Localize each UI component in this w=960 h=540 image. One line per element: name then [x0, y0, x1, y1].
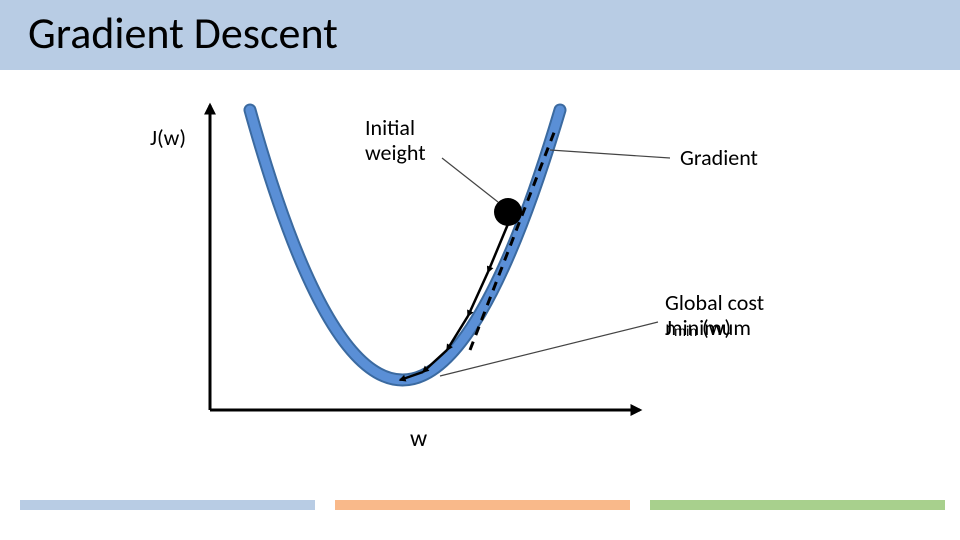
page-title: Gradient Descent	[28, 6, 338, 60]
footer-stripe	[650, 500, 945, 510]
global-min-label-w: (w)	[702, 315, 731, 340]
gradient-label: Gradient	[680, 145, 758, 170]
initial-weight-label-1: Initial	[365, 115, 415, 140]
initial-weight-label-2: weight	[365, 140, 426, 165]
global-min-label-sub: min	[674, 324, 697, 341]
y-axis-label: J(w)	[150, 125, 186, 150]
global-min-label-J: J	[665, 315, 672, 340]
x-axis-label: w	[410, 425, 427, 453]
footer-stripe	[20, 500, 315, 510]
footer-stripe	[335, 500, 630, 510]
gradient-descent-diagram: J(w)wInitialweightGradientGlobal cost mi…	[140, 90, 820, 490]
